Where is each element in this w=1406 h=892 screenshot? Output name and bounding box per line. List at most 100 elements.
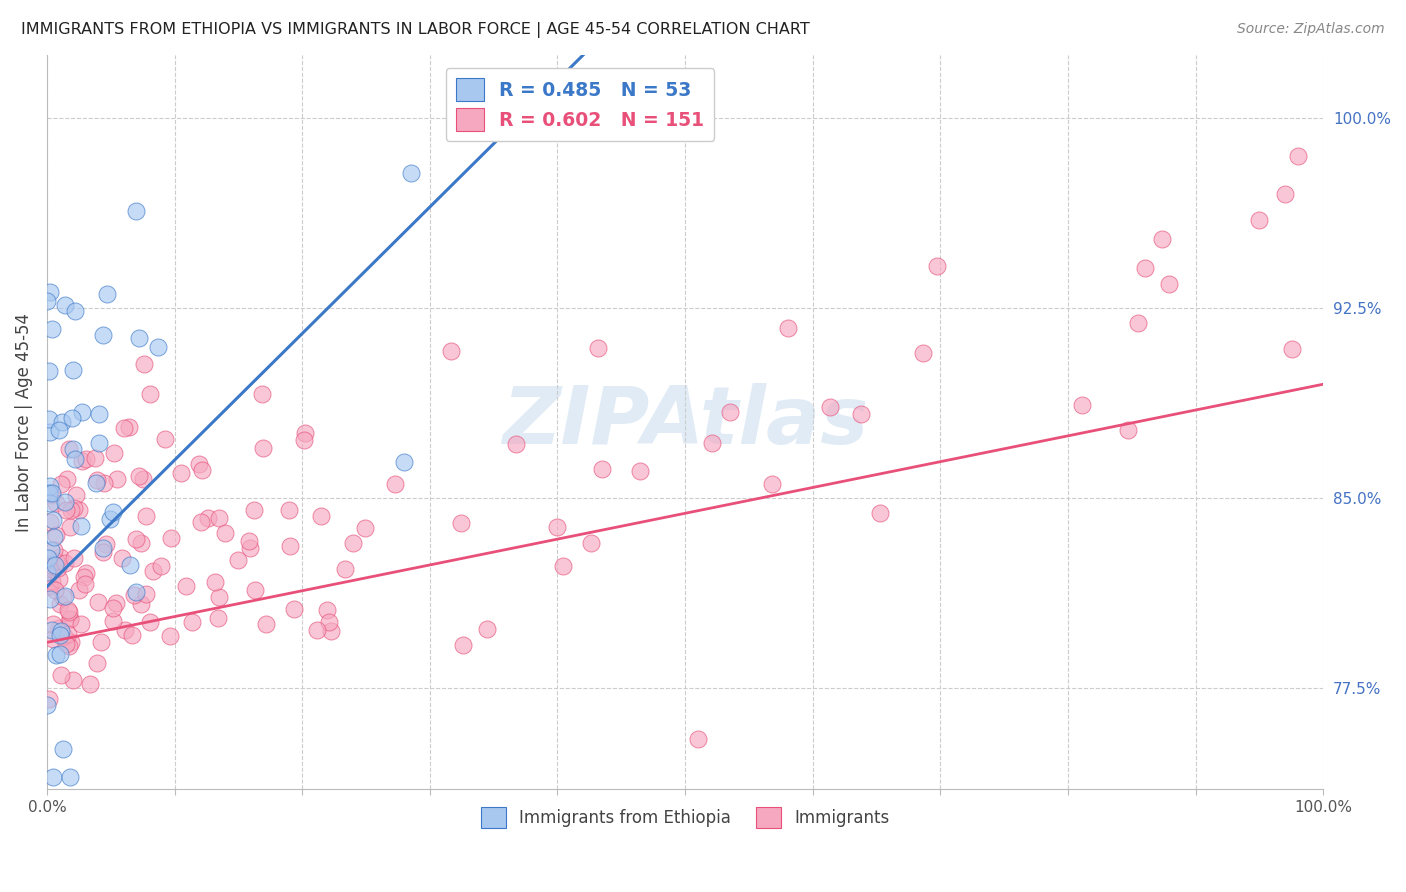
Point — [59, 520, 82, 534]
Point — [42, 632, 65, 647]
Point — [58, 640, 80, 654]
Point — [700, 436, 723, 450]
Point — [307, 624, 329, 638]
Point — [91, 544, 114, 558]
Text: IMMIGRANTS FROM ETHIOPIA VS IMMIGRANTS IN LABOR FORCE | AGE 45-54 CORRELATION CH: IMMIGRANTS FROM ETHIOPIA VS IMMIGRANTS I… — [21, 22, 810, 38]
Point — [90, 635, 112, 649]
Point — [62, 442, 84, 457]
Point — [62, 673, 84, 687]
Point — [226, 553, 249, 567]
Point — [148, 340, 170, 354]
Point — [131, 597, 153, 611]
Point — [1116, 424, 1139, 438]
Point — [45, 554, 67, 568]
Point — [59, 770, 82, 784]
Point — [42, 530, 65, 544]
Point — [87, 595, 110, 609]
Point — [62, 501, 84, 516]
Point — [56, 603, 79, 617]
Point — [628, 464, 651, 478]
Point — [89, 435, 111, 450]
Point — [475, 622, 498, 636]
Point — [48, 549, 70, 564]
Point — [121, 628, 143, 642]
Point — [93, 476, 115, 491]
Point — [42, 770, 65, 784]
Point — [83, 451, 105, 466]
Point — [335, 561, 357, 575]
Point — [39, 425, 62, 439]
Point — [91, 327, 114, 342]
Point — [75, 566, 97, 580]
Point — [132, 473, 155, 487]
Point — [52, 742, 75, 756]
Point — [39, 496, 62, 510]
Point — [67, 502, 90, 516]
Point — [37, 565, 59, 579]
Point — [58, 605, 80, 619]
Point — [318, 615, 340, 629]
Point — [384, 476, 406, 491]
Point — [53, 589, 76, 603]
Point — [720, 405, 742, 419]
Point — [315, 603, 337, 617]
Point — [41, 488, 63, 502]
Point — [86, 656, 108, 670]
Point — [207, 590, 229, 604]
Point — [65, 304, 87, 318]
Point — [294, 425, 316, 440]
Point — [101, 505, 124, 519]
Point — [86, 473, 108, 487]
Point — [38, 592, 60, 607]
Point — [53, 556, 76, 570]
Point — [207, 611, 229, 625]
Point — [55, 503, 77, 517]
Point — [1159, 277, 1181, 292]
Text: Source: ZipAtlas.com: Source: ZipAtlas.com — [1237, 22, 1385, 37]
Point — [124, 532, 146, 546]
Point — [69, 519, 91, 533]
Point — [37, 293, 59, 308]
Point — [250, 387, 273, 401]
Point — [927, 259, 949, 273]
Point — [38, 560, 60, 574]
Point — [41, 486, 63, 500]
Point — [170, 466, 193, 480]
Point — [122, 588, 145, 602]
Point — [551, 559, 574, 574]
Point — [49, 668, 72, 682]
Point — [44, 496, 66, 510]
Point — [44, 558, 66, 573]
Point — [55, 495, 77, 509]
Point — [1286, 149, 1309, 163]
Point — [128, 469, 150, 483]
Point — [38, 486, 60, 500]
Point — [160, 531, 183, 545]
Point — [214, 525, 236, 540]
Point — [56, 472, 79, 486]
Point — [399, 166, 422, 180]
Point — [63, 550, 86, 565]
Point — [69, 582, 91, 597]
Point — [208, 511, 231, 525]
Point — [38, 516, 60, 530]
Point — [114, 623, 136, 637]
Point — [41, 513, 63, 527]
Point — [60, 634, 83, 648]
Legend: Immigrants from Ethiopia, Immigrants: Immigrants from Ethiopia, Immigrants — [472, 799, 898, 836]
Point — [45, 648, 67, 662]
Point — [101, 614, 124, 628]
Point — [38, 691, 60, 706]
Point — [104, 596, 127, 610]
Point — [112, 421, 135, 435]
Point — [851, 408, 873, 422]
Point — [278, 540, 301, 554]
Point — [120, 558, 142, 572]
Point — [159, 629, 181, 643]
Point — [44, 583, 66, 598]
Point — [450, 516, 472, 531]
Point — [42, 559, 65, 574]
Point — [155, 432, 177, 446]
Point — [342, 536, 364, 550]
Point — [101, 600, 124, 615]
